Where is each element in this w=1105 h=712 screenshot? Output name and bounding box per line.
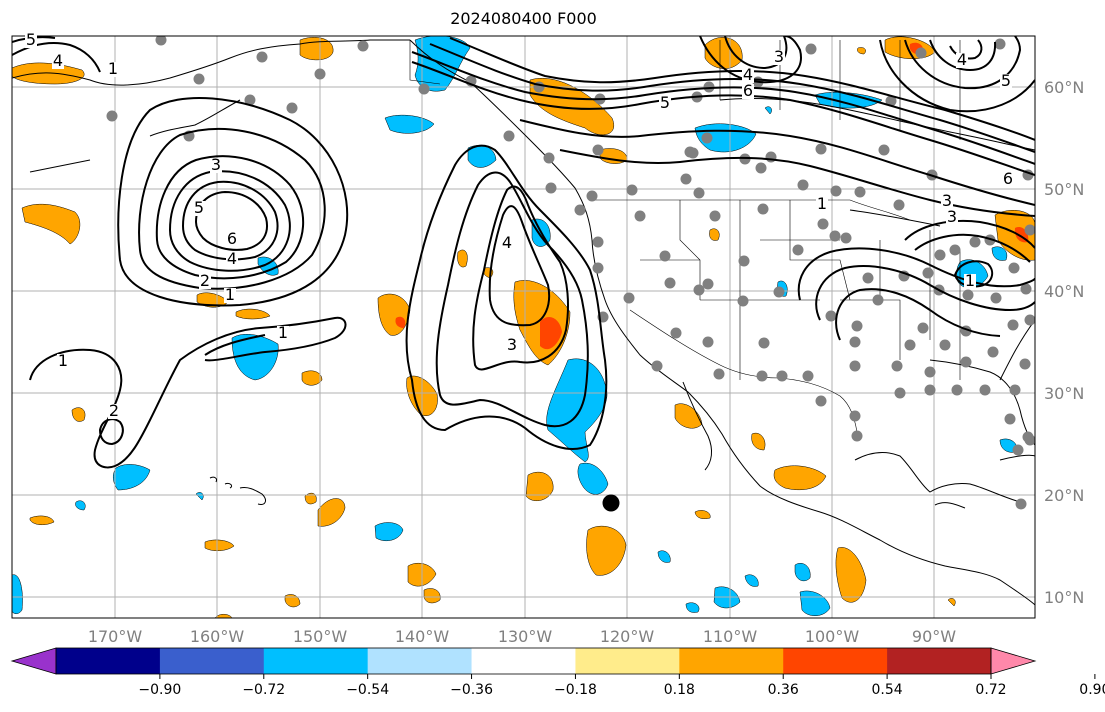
contour-label: 6 (743, 81, 753, 100)
contour-label: 3 (942, 191, 952, 210)
colorbar-swatch (471, 648, 576, 674)
contour-label: 4 (743, 65, 753, 84)
colorbar-tick-label: 0.36 (768, 682, 799, 698)
longitude-label: 150°W (293, 627, 348, 646)
colorbar-tick-label: 0.90 (1079, 682, 1105, 698)
colorbar-swatch (679, 648, 784, 674)
colorbar-extend-low (10, 647, 57, 675)
contour-label: 4 (957, 50, 967, 69)
latitude-label: 20°N (1044, 486, 1084, 505)
colorbar-tick-label: 0.18 (664, 682, 695, 698)
longitude-label: 130°W (498, 627, 553, 646)
contour-label: 1 (58, 351, 68, 370)
contour-label: 3 (211, 155, 221, 174)
contour-label: 5 (26, 30, 36, 49)
contour-label: 2 (200, 271, 210, 290)
contour-lines (12, 36, 1035, 469)
contour-label: 1 (817, 194, 827, 213)
colorbar-tick-label: 0.72 (975, 682, 1006, 698)
colorbar-tick-label: −0.18 (554, 682, 597, 698)
colorbar-swatch (263, 648, 369, 674)
colorbar-tick-label: −0.36 (450, 682, 493, 698)
colorbar-swatch (575, 648, 680, 674)
contour-label: 3 (507, 335, 517, 354)
black-dot-marker (602, 494, 620, 512)
contour-label: 6 (227, 229, 237, 248)
latitude-labels: 60°N 50°N 40°N 30°N 20°N 10°N (1044, 78, 1084, 607)
contour-label: 5 (660, 93, 670, 112)
longitude-label: 160°W (190, 627, 245, 646)
colorbar-extend-high (990, 647, 1037, 675)
colorbar-tick-label: −0.72 (242, 682, 285, 698)
contour-label: 5 (194, 198, 204, 217)
longitude-label: 100°W (805, 627, 860, 646)
contour-label: 1 (225, 285, 235, 304)
contour-label: 3 (774, 47, 784, 66)
map-title: 2024080400 F000 (450, 9, 597, 28)
colorbar-swatch (783, 648, 888, 674)
latitude-label: 10°N (1044, 588, 1084, 607)
map-plot-area (12, 36, 1035, 618)
contour-label: 6 (1003, 169, 1013, 188)
latitude-label: 30°N (1044, 384, 1084, 403)
longitude-label: 90°W (912, 627, 956, 646)
contour-label: 2 (109, 401, 119, 420)
colorbar-swatch (887, 648, 992, 674)
longitude-labels: 170°W 160°W 150°W 140°W 130°W 120°W 110°W 100°W… (88, 627, 956, 646)
coastlines (12, 39, 1035, 606)
colorbar-swatch (56, 648, 161, 674)
contour-label: 1 (965, 271, 975, 290)
longitude-label: 120°W (600, 627, 655, 646)
contour-label: 4 (227, 249, 237, 268)
colorbar: −0.90 −0.72 −0.54 −0.36 −0.18 0.18 0.36 0.54 0.7… (10, 647, 1105, 698)
contour-label: 3 (947, 207, 957, 226)
latitude-label: 50°N (1044, 180, 1084, 199)
lat-lon-grid (12, 36, 1035, 618)
contour-label: 1 (108, 59, 118, 78)
colorbar-tick-label: −0.54 (346, 682, 389, 698)
contour-label: 4 (502, 233, 512, 252)
longitude-label: 110°W (703, 627, 758, 646)
longitude-label: 170°W (88, 627, 143, 646)
contour-label: 4 (53, 51, 63, 70)
longitude-label: 140°W (395, 627, 450, 646)
map-frame (11, 35, 1036, 619)
colorbar-tick-label: −0.90 (138, 682, 181, 698)
contour-label: 5 (1001, 71, 1011, 90)
colorbar-tick-label: 0.54 (872, 682, 903, 698)
contour-label: 1 (278, 323, 288, 342)
latitude-label: 40°N (1044, 282, 1084, 301)
colorbar-swatch (159, 648, 265, 674)
colorbar-swatch (367, 648, 473, 674)
latitude-label: 60°N (1044, 78, 1084, 97)
station-dots (106, 36, 1035, 510)
